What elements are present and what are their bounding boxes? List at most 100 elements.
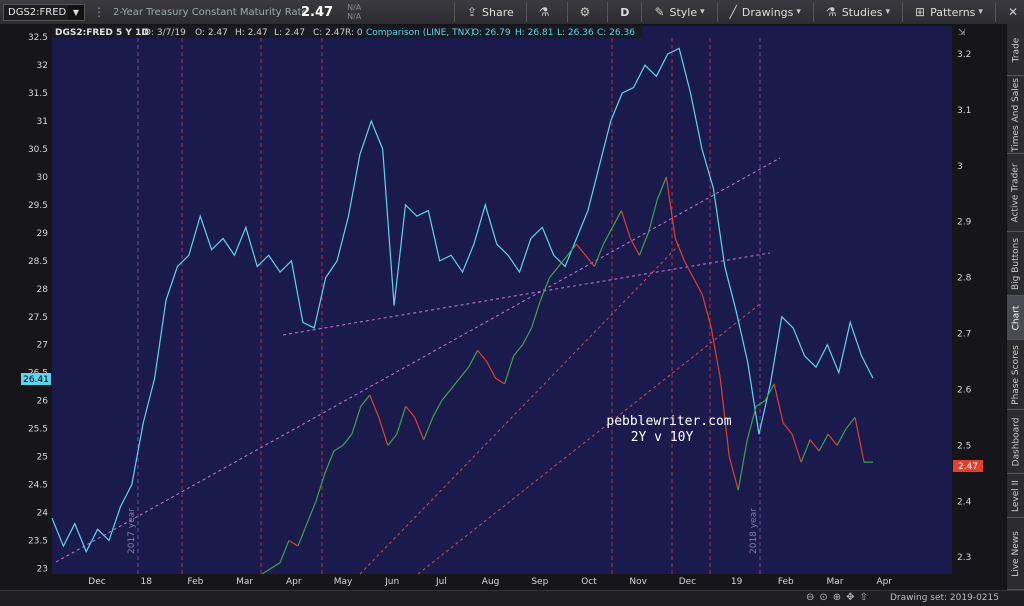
price-segment [854,417,865,463]
patterns-label: Patterns [930,5,976,19]
tab-big-buttons[interactable]: Big Buttons [1007,232,1024,296]
cmp-low: L: 26.36 [557,28,594,38]
toolbar-divider [994,2,996,22]
price-chart[interactable]: 2323.52424.52525.52626.52727.52828.52929… [0,24,1006,590]
price-segment [477,349,488,362]
tab-label: Dashboard [1011,417,1022,466]
flask-button[interactable]: ⚗ [533,5,561,19]
price-segment [378,417,389,446]
watermark-subtitle: 2Y v 10Y [631,430,694,445]
price-segment [620,210,631,239]
cmp-close: C: 26.36 [597,28,635,38]
share-icon: ⇪ [466,5,478,19]
right-tick-label: 2.9 [957,218,972,228]
zoom-out-icon[interactable]: ⊖ [806,592,815,603]
price-segment [486,361,497,379]
share-button[interactable]: ⇪ Share [461,5,520,19]
tab-trade[interactable]: Trade [1007,24,1024,76]
left-tick-label: 29 [37,229,49,239]
header-r: R: 0 [345,28,363,38]
change-percent: N/A [347,12,362,21]
price-segment [773,383,784,424]
last-price: 2.47 [301,4,334,20]
pan-icon[interactable]: ✥ [846,592,855,603]
left-tick-label: 32.5 [28,33,48,43]
tab-chart[interactable]: Chart [1007,296,1024,340]
left-tick-label: 29.5 [28,201,48,211]
zoom-in-icon[interactable]: ⊕ [832,592,842,603]
right-tick-label: 2.4 [957,497,972,507]
price-segment [629,238,640,256]
aggregation-button[interactable]: D [614,6,635,19]
tab-label: Phase Scores [1011,344,1022,405]
studies-button[interactable]: ⚗ Studies ▾ [820,5,896,19]
tab-label: Times And Sales [1011,77,1021,152]
flask-icon: ⚗ [825,5,837,19]
x-tick-label: Apr [286,577,302,587]
watermark-site: pebblewriter.com [606,414,731,429]
toolbar-divider [525,2,527,22]
header-open: O: 2.47 [195,28,228,38]
header-symbol: DGS2:FRED 5 Y 1D [55,28,149,38]
drawings-button[interactable]: ╱ Drawings ▾ [724,5,807,19]
price-segment [522,327,533,346]
price-segment [405,405,416,418]
toolbar-divider [607,2,609,22]
price-segment [827,433,838,446]
settings-button[interactable]: ⚙ [574,5,602,19]
x-tick-label: 18 [140,577,152,587]
price-segment [270,562,281,569]
x-tick-label: 19 [731,577,743,587]
left-tick-label: 27.5 [28,313,48,323]
price-segment [333,444,344,452]
x-tick-label: Mar [827,577,844,587]
style-icon: ✎ [654,5,665,19]
style-button[interactable]: ✎ Style ▾ [648,5,710,19]
left-tick-label: 25.5 [28,425,48,435]
trendline-short [282,252,771,336]
patterns-button[interactable]: ⊞ Patterns ▾ [909,5,989,19]
zoom-reset-icon[interactable]: ⊙ [819,592,828,603]
drawings-label: Drawings [741,5,794,19]
price-segment [701,294,712,329]
comparison-series [51,47,874,554]
right-tick-label: 2.3 [957,553,971,563]
style-label: Style [669,5,698,19]
price-segment [558,254,568,267]
symbol-selector[interactable]: DGS2:FRED ▼ [3,3,85,21]
tab-label: Chart [1011,305,1022,330]
tab-live-news[interactable]: Live News [1007,518,1024,590]
price-segment [387,433,398,446]
left-tick-label: 28 [37,285,49,295]
left-tick-label: 25 [37,453,48,463]
tab-phase-scores[interactable]: Phase Scores [1007,340,1024,410]
cursor-icon[interactable]: ⇧ [859,592,868,603]
header-close: C: 2.47 [313,28,345,38]
tab-level-ii[interactable]: Level II [1007,474,1024,518]
price-segment [719,378,730,457]
x-tick-label: Apr [876,577,892,587]
tab-dashboard[interactable]: Dashboard [1007,410,1024,474]
close-button[interactable]: ✕ [1002,5,1024,19]
header-low: L: 2.47 [274,28,305,38]
link-icon[interactable]: ⋮ [93,5,105,19]
symbol-text: DGS2:FRED [8,6,67,18]
tab-label: Level II [1011,479,1021,512]
price-segment [351,406,362,435]
x-tick-label: Dec [88,577,105,587]
x-tick-label: Oct [581,577,597,587]
right-current-value: 2.47 [958,462,978,472]
price-segment [530,299,542,329]
x-tick-label: Jul [435,577,447,587]
tab-active-trader[interactable]: Active Trader [1007,154,1024,232]
chevron-down-icon[interactable]: ▼ [68,4,84,20]
left-axis: 2323.52424.52525.52626.52727.52828.52929… [28,33,48,574]
collapse-icon[interactable]: ⇲ [958,28,966,38]
price-segment [468,350,479,368]
price-segment [737,439,748,491]
price-segment [638,232,649,256]
price-segment [549,266,559,279]
price-segment [513,344,524,357]
x-tick-label: Dec [679,577,696,587]
tab-times-and-sales[interactable]: Times And Sales [1007,76,1024,154]
